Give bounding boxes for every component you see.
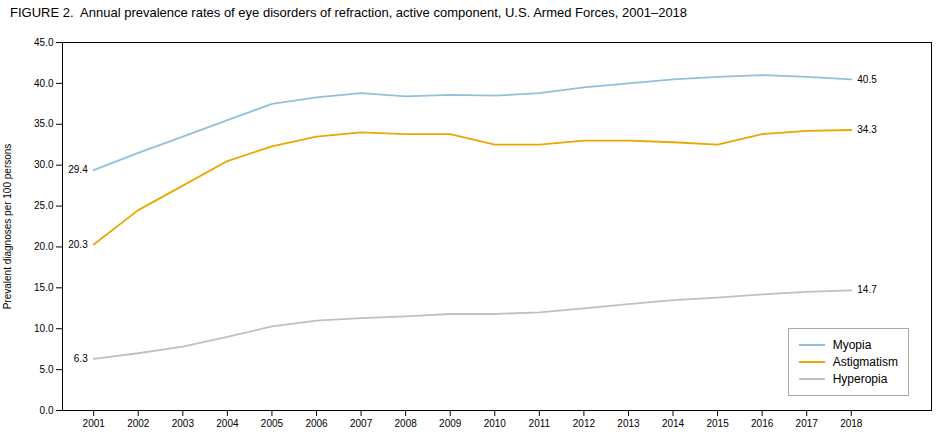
svg-text:35.0: 35.0 bbox=[34, 118, 54, 129]
svg-text:40.5: 40.5 bbox=[857, 74, 877, 85]
svg-text:34.3: 34.3 bbox=[857, 124, 877, 135]
svg-text:45.0: 45.0 bbox=[34, 37, 54, 48]
svg-text:2018: 2018 bbox=[840, 418, 863, 429]
svg-text:40.0: 40.0 bbox=[34, 78, 54, 89]
svg-text:2005: 2005 bbox=[261, 418, 284, 429]
svg-text:2003: 2003 bbox=[172, 418, 195, 429]
svg-text:2004: 2004 bbox=[216, 418, 239, 429]
svg-text:2013: 2013 bbox=[617, 418, 640, 429]
svg-text:2006: 2006 bbox=[305, 418, 328, 429]
svg-text:2008: 2008 bbox=[395, 418, 418, 429]
svg-text:2009: 2009 bbox=[439, 418, 462, 429]
svg-text:30.0: 30.0 bbox=[34, 159, 54, 170]
svg-text:2002: 2002 bbox=[127, 418, 150, 429]
svg-text:2010: 2010 bbox=[484, 418, 507, 429]
svg-text:2017: 2017 bbox=[796, 418, 819, 429]
svg-text:5.0: 5.0 bbox=[40, 364, 54, 375]
svg-text:2011: 2011 bbox=[529, 418, 551, 429]
html-text:Hyperopia: Hyperopia bbox=[832, 372, 888, 386]
svg-text:2015: 2015 bbox=[706, 418, 729, 429]
svg-text:29.4: 29.4 bbox=[68, 164, 88, 175]
svg-text:2007: 2007 bbox=[350, 418, 373, 429]
svg-text:0.0: 0.0 bbox=[40, 405, 54, 416]
svg-text:Prevalent diagnoses per 100 pe: Prevalent diagnoses per 100 persons bbox=[2, 144, 13, 310]
svg-text:15.0: 15.0 bbox=[34, 282, 54, 293]
svg-text:6.3: 6.3 bbox=[74, 353, 88, 364]
svg-text:14.7: 14.7 bbox=[857, 284, 877, 295]
html-text:FIGURE 2. Annual prevalence ra: FIGURE 2. Annual prevalence rates of eye… bbox=[10, 5, 688, 20]
html-text:Myopia: Myopia bbox=[832, 338, 872, 352]
svg-text:2014: 2014 bbox=[662, 418, 685, 429]
svg-text:2001: 2001 bbox=[83, 418, 106, 429]
svg-text:10.0: 10.0 bbox=[34, 323, 54, 334]
svg-text:2016: 2016 bbox=[751, 418, 774, 429]
svg-text:20.3: 20.3 bbox=[68, 239, 88, 250]
svg-text:20.0: 20.0 bbox=[34, 241, 54, 252]
html-text:Astigmatism: Astigmatism bbox=[832, 355, 898, 369]
svg-text:2012: 2012 bbox=[573, 418, 596, 429]
svg-text:25.0: 25.0 bbox=[34, 200, 54, 211]
